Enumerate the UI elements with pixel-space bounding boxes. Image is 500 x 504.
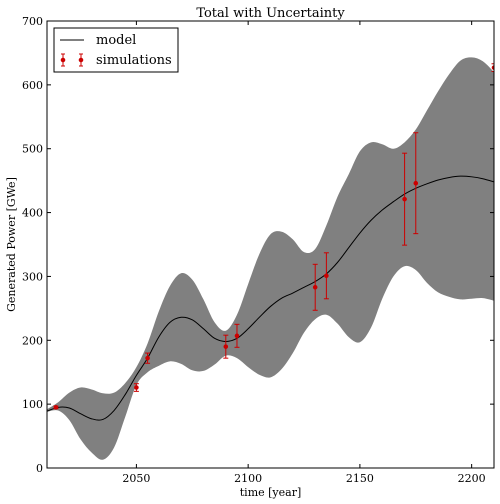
legend-simulations-marker (60, 53, 84, 67)
simulation-point (323, 252, 329, 300)
plot-area (47, 57, 494, 460)
uncertainty-band (47, 57, 494, 460)
simulation-point (53, 405, 59, 410)
chart-title: Total with Uncertainty (196, 6, 345, 21)
simulation-point (312, 263, 318, 311)
plot-frame (46, 20, 495, 469)
x-tick-label: 2050 (122, 472, 150, 485)
y-tick-label: 300 (22, 270, 43, 283)
simulation-point (223, 334, 229, 359)
y-tick-label: 600 (22, 79, 43, 92)
simulation-point (145, 352, 151, 364)
x-axis-label: time [year] (240, 486, 302, 499)
simulation-point (402, 152, 408, 246)
axes-ticks: 2050 2100 2150 2200 0 100 200 300 400 500 600 700 (22, 15, 494, 485)
legend-simulations-label: simulations (96, 53, 172, 68)
y-tick-label: 100 (22, 398, 43, 411)
y-tick-label: 700 (22, 15, 43, 28)
legend-frame (53, 27, 179, 73)
y-tick-label: 200 (22, 334, 43, 347)
x-tick-label: 2100 (234, 472, 262, 485)
y-axis-label: Generated Power [GWe] (5, 177, 18, 312)
simulation-point (413, 132, 419, 235)
simulation-point (234, 323, 240, 348)
y-tick-label: 400 (22, 207, 43, 220)
model-line (47, 175, 494, 421)
y-tick-label: 500 (22, 143, 43, 156)
y-tick-label: 0 (36, 462, 43, 475)
x-tick-label: 2200 (458, 472, 486, 485)
x-tick-label: 2150 (346, 472, 374, 485)
legend: model simulations (53, 27, 179, 73)
simulation-point (133, 383, 139, 392)
legend-model-label: model (96, 33, 136, 48)
